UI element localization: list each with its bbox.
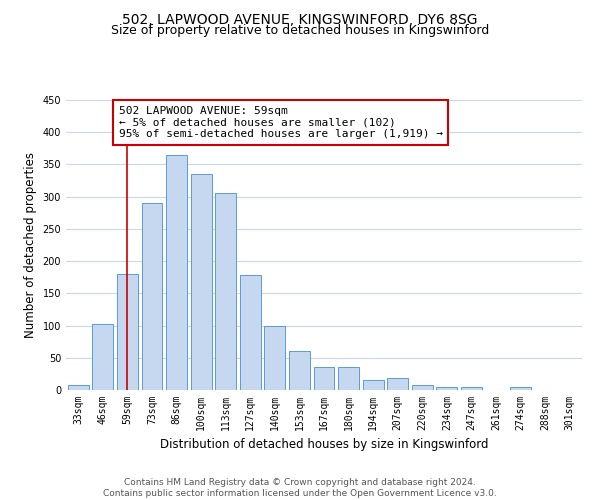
- Bar: [412, 385, 433, 390]
- Bar: [289, 352, 310, 390]
- Bar: [510, 387, 531, 390]
- Bar: [461, 387, 482, 390]
- Text: 502, LAPWOOD AVENUE, KINGSWINFORD, DY6 8SG: 502, LAPWOOD AVENUE, KINGSWINFORD, DY6 8…: [122, 12, 478, 26]
- Bar: [240, 276, 261, 390]
- Text: Contains HM Land Registry data © Crown copyright and database right 2024.
Contai: Contains HM Land Registry data © Crown c…: [103, 478, 497, 498]
- X-axis label: Distribution of detached houses by size in Kingswinford: Distribution of detached houses by size …: [160, 438, 488, 452]
- Bar: [117, 274, 138, 390]
- Text: Size of property relative to detached houses in Kingswinford: Size of property relative to detached ho…: [111, 24, 489, 37]
- Bar: [265, 326, 286, 390]
- Bar: [314, 368, 334, 390]
- Bar: [362, 380, 383, 390]
- Text: 502 LAPWOOD AVENUE: 59sqm
← 5% of detached houses are smaller (102)
95% of semi-: 502 LAPWOOD AVENUE: 59sqm ← 5% of detach…: [119, 106, 443, 139]
- Bar: [68, 385, 89, 390]
- Bar: [215, 194, 236, 390]
- Bar: [142, 203, 163, 390]
- Bar: [166, 155, 187, 390]
- Bar: [191, 174, 212, 390]
- Bar: [338, 368, 359, 390]
- Bar: [92, 324, 113, 390]
- Bar: [436, 387, 457, 390]
- Y-axis label: Number of detached properties: Number of detached properties: [24, 152, 37, 338]
- Bar: [387, 378, 408, 390]
